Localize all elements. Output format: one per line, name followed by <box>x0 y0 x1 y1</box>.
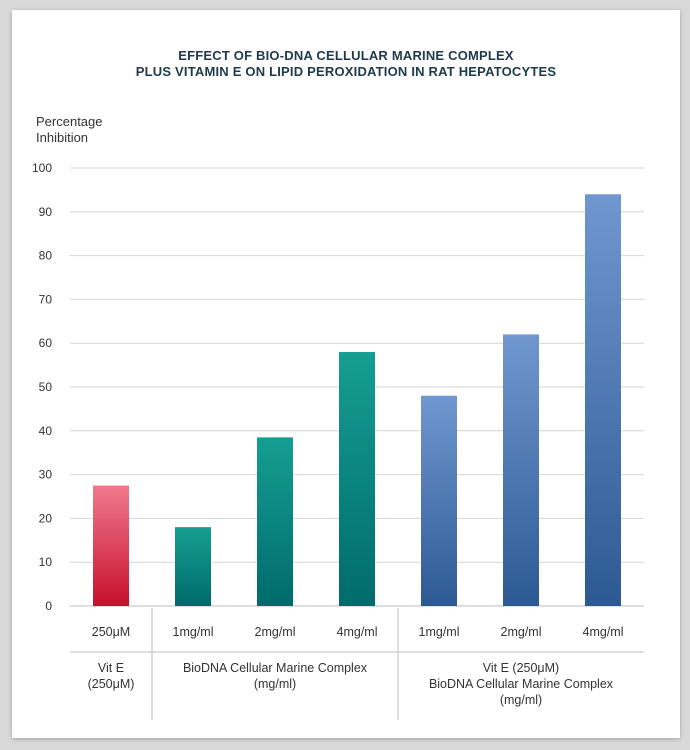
chart-title-line-2: PLUS VITAMIN E ON LIPID PEROXIDATION IN … <box>135 64 557 79</box>
bar <box>175 527 211 606</box>
y-tick-label: 70 <box>39 292 53 306</box>
chart-title: EFFECT OF BIO-DNA CELLULAR MARINE COMPLE… <box>12 48 680 80</box>
y-tick-label: 30 <box>39 468 53 482</box>
group-label: Vit E (250μM) <box>483 661 559 675</box>
x-tick-label: 1mg/ml <box>419 625 460 639</box>
bar <box>339 351 375 606</box>
y-tick-label: 40 <box>39 424 53 438</box>
y-tick-label: 90 <box>39 205 53 219</box>
x-tick-label: 4mg/ml <box>583 625 624 639</box>
x-tick-label: 2mg/ml <box>501 625 542 639</box>
x-tick-label: 2mg/ml <box>255 625 296 639</box>
y-tick-label: 60 <box>39 336 53 350</box>
y-axis-label-line-2: Inhibition <box>36 130 88 145</box>
group-label: (mg/ml) <box>254 677 296 691</box>
chart-card: EFFECT OF BIO-DNA CELLULAR MARINE COMPLE… <box>12 10 680 738</box>
y-tick-label: 50 <box>39 380 53 394</box>
y-tick-label: 0 <box>45 599 52 613</box>
y-tick-label: 10 <box>39 555 53 569</box>
group-label: BioDNA Cellular Marine Complex <box>429 677 614 691</box>
y-axis-label-line-1: Percentage <box>36 114 103 129</box>
x-tick-label: 1mg/ml <box>173 625 214 639</box>
bar <box>257 437 293 606</box>
bar <box>503 334 539 606</box>
x-tick-label: 250μM <box>92 625 130 639</box>
bar <box>421 395 457 606</box>
group-label: Vit E <box>98 661 124 675</box>
bar-chart: Percentage Inhibition 0 10 20 30 40 50 60 70 80 9… <box>32 114 644 720</box>
y-tick-label: 100 <box>32 161 52 175</box>
group-label: BioDNA Cellular Marine Complex <box>183 661 368 675</box>
bar <box>93 485 129 606</box>
bar <box>585 194 621 606</box>
y-tick-label: 20 <box>39 511 53 525</box>
chart-title-line-1: EFFECT OF BIO-DNA CELLULAR MARINE COMPLE… <box>178 48 514 63</box>
y-tick-label: 80 <box>39 249 53 263</box>
group-label: (250μM) <box>88 677 135 691</box>
x-tick-label: 4mg/ml <box>337 625 378 639</box>
group-label: (mg/ml) <box>500 693 542 707</box>
